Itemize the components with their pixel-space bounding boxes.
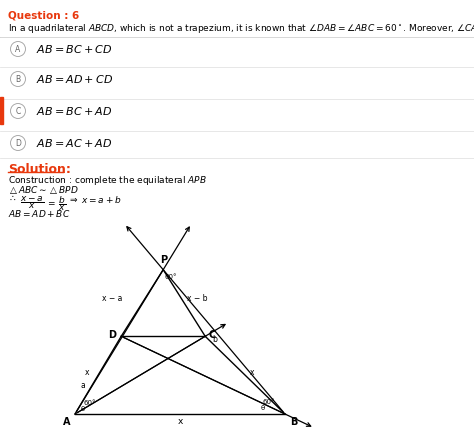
Text: C: C xyxy=(208,330,216,340)
Text: $\therefore$: $\therefore$ xyxy=(8,194,17,203)
Text: θ: θ xyxy=(261,405,265,411)
Text: D: D xyxy=(108,330,116,340)
Text: A: A xyxy=(63,417,70,427)
Text: 60°: 60° xyxy=(164,274,177,280)
Bar xyxy=(0,97,3,124)
Text: A: A xyxy=(15,44,21,54)
Text: x: x xyxy=(177,417,182,426)
Circle shape xyxy=(10,104,26,118)
Text: Construction : complete the equilateral $APB$: Construction : complete the equilateral … xyxy=(8,174,207,187)
Text: $AB = AD + BC$: $AB = AD + BC$ xyxy=(8,208,71,219)
Text: a: a xyxy=(81,381,86,390)
Text: x − b: x − b xyxy=(187,294,208,303)
Text: $\triangle ABC \sim \triangle BPD$: $\triangle ABC \sim \triangle BPD$ xyxy=(8,184,79,196)
Text: θ: θ xyxy=(81,406,85,412)
Text: 60°: 60° xyxy=(263,399,275,405)
Circle shape xyxy=(10,72,26,86)
Text: P: P xyxy=(160,255,167,265)
Text: D: D xyxy=(15,139,21,147)
Text: Question : 6: Question : 6 xyxy=(8,10,79,20)
Text: $AB = AD + CD$: $AB = AD + CD$ xyxy=(36,73,113,85)
Text: B: B xyxy=(290,417,297,427)
Circle shape xyxy=(10,41,26,57)
Text: $\dfrac{x-a}{x}$: $\dfrac{x-a}{x}$ xyxy=(20,194,44,211)
Text: $=\,\dfrac{b}{x}$: $=\,\dfrac{b}{x}$ xyxy=(46,194,66,213)
Text: C: C xyxy=(15,107,21,115)
Text: x: x xyxy=(250,368,255,377)
Text: x − a: x − a xyxy=(102,294,122,303)
Text: 60°: 60° xyxy=(84,400,97,406)
Text: In a quadrilateral $ABCD$, which is not a trapezium, it is known that $\angle DA: In a quadrilateral $ABCD$, which is not … xyxy=(8,22,474,35)
Text: b: b xyxy=(212,335,217,344)
Circle shape xyxy=(10,136,26,150)
Text: B: B xyxy=(16,74,20,83)
Text: x: x xyxy=(84,368,89,377)
Text: $\Rightarrow\; x = a+b$: $\Rightarrow\; x = a+b$ xyxy=(68,194,122,205)
Text: $AB = BC + AD$: $AB = BC + AD$ xyxy=(36,105,112,117)
Text: $AB = AC + AD$: $AB = AC + AD$ xyxy=(36,137,112,149)
Text: Solution:: Solution: xyxy=(8,163,71,176)
Text: $AB = BC + CD$: $AB = BC + CD$ xyxy=(36,43,112,55)
